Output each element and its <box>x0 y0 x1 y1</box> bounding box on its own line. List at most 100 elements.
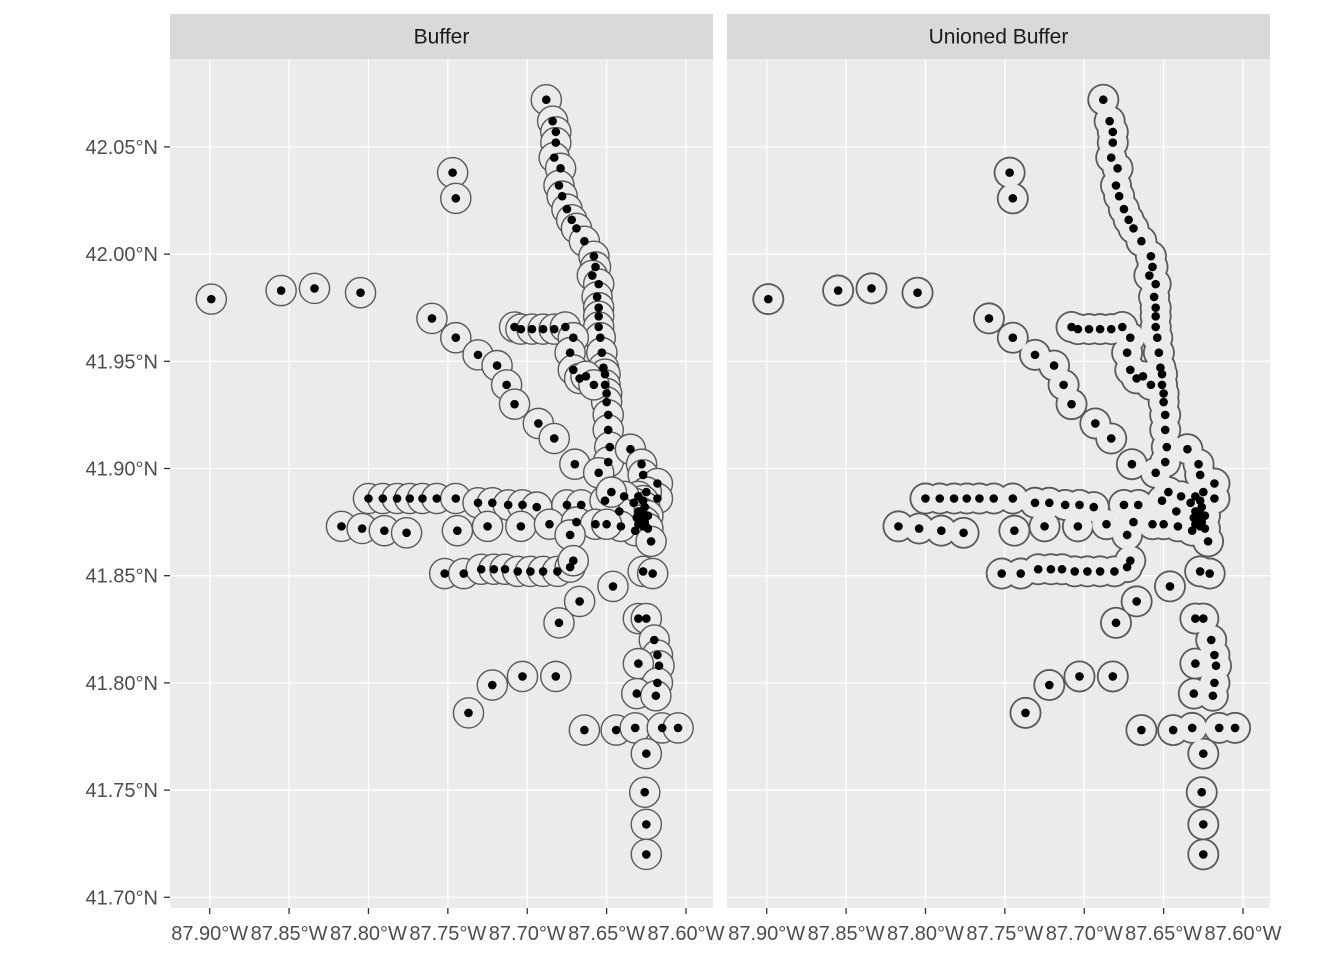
station-point <box>402 528 411 538</box>
station-point <box>541 95 551 105</box>
station-point <box>476 564 486 574</box>
station-point <box>1075 500 1084 510</box>
station-point <box>492 361 502 370</box>
x-tick-label: 87.70°W <box>1046 923 1123 945</box>
station-point <box>572 517 581 527</box>
station-point <box>1045 498 1054 508</box>
station-point <box>580 236 589 246</box>
station-point <box>1095 567 1105 576</box>
station-point <box>914 524 924 533</box>
station-point <box>538 324 548 334</box>
station-point <box>1195 470 1205 480</box>
station-point <box>1030 350 1040 360</box>
station-point <box>642 820 651 829</box>
station-point <box>554 618 564 628</box>
station-point <box>1049 361 1059 370</box>
station-point <box>1183 444 1192 454</box>
station-point <box>567 215 576 225</box>
station-point <box>1191 614 1200 623</box>
station-point <box>518 500 527 510</box>
station-point <box>1137 236 1146 246</box>
station-point <box>607 487 616 497</box>
station-point <box>1199 487 1208 497</box>
station-point <box>576 500 586 510</box>
y-axis: 41.70°N 41.75°N 41.80°N 41.85°N 41.90°N 41.95… <box>86 137 170 909</box>
station-point <box>962 494 972 503</box>
station-point <box>1021 708 1030 718</box>
station-point <box>427 314 437 323</box>
station-point <box>959 528 968 538</box>
station-point <box>626 444 635 454</box>
station-point <box>1156 363 1165 373</box>
station-point <box>1151 311 1160 321</box>
station-point <box>1173 522 1183 531</box>
station-point <box>600 380 610 390</box>
station-point <box>357 524 367 533</box>
station-point <box>1106 434 1116 443</box>
station-point <box>935 494 945 503</box>
station-point <box>1073 324 1083 334</box>
station-point <box>568 365 578 375</box>
station-point <box>1106 324 1116 334</box>
station-point <box>600 496 610 505</box>
station-point <box>1111 181 1121 190</box>
station-point <box>557 191 567 201</box>
x-tick-label: 87.65°W <box>1125 923 1202 945</box>
station-point <box>594 468 603 478</box>
station-point <box>1230 723 1240 733</box>
station-point <box>588 271 597 280</box>
station-point <box>1195 496 1205 505</box>
station-point <box>1210 479 1219 488</box>
station-point <box>642 850 651 859</box>
station-point <box>642 487 651 497</box>
station-point <box>364 494 373 503</box>
station-point <box>440 569 449 578</box>
station-point <box>1070 567 1080 576</box>
station-point <box>833 286 843 295</box>
station-point <box>1108 138 1118 147</box>
x-tick-label: 87.70°W <box>489 923 566 945</box>
station-point <box>637 459 646 469</box>
station-point <box>1122 530 1132 540</box>
station-point <box>653 650 662 660</box>
station-point <box>1008 333 1018 343</box>
station-point <box>1168 725 1178 735</box>
station-point <box>648 569 657 578</box>
station-point <box>673 723 683 733</box>
station-point <box>589 380 599 390</box>
station-point <box>594 279 603 289</box>
station-point <box>448 168 457 177</box>
station-point <box>867 284 876 293</box>
facet-strip-label: Buffer <box>414 26 470 49</box>
station-point <box>526 567 535 576</box>
station-point <box>1197 787 1207 797</box>
station-point <box>503 500 513 510</box>
station-point <box>562 500 572 510</box>
station-point <box>1098 95 1108 105</box>
station-point <box>1005 168 1014 177</box>
station-point <box>654 661 664 671</box>
station-point <box>1119 500 1129 510</box>
station-point <box>1124 215 1133 225</box>
station-point <box>570 459 580 469</box>
station-point <box>575 597 584 606</box>
station-point <box>1149 292 1159 302</box>
station-point <box>1125 556 1135 565</box>
station-point <box>1118 322 1127 332</box>
station-point <box>488 680 497 690</box>
y-tick-label: 41.70°N <box>86 887 159 909</box>
station-point <box>1132 597 1141 606</box>
station-point <box>653 494 662 503</box>
station-point <box>561 322 570 332</box>
station-point <box>545 519 554 529</box>
station-point <box>565 530 575 540</box>
station-point <box>551 672 561 681</box>
station-point <box>451 333 461 343</box>
station-point <box>1151 303 1160 312</box>
station-point <box>602 519 611 529</box>
x-axis: 87.90°W 87.85°W 87.80°W 87.75°W 87.70°W 87.65… <box>171 908 725 945</box>
station-point <box>1186 498 1195 508</box>
station-point <box>392 494 402 503</box>
station-point <box>603 457 613 467</box>
